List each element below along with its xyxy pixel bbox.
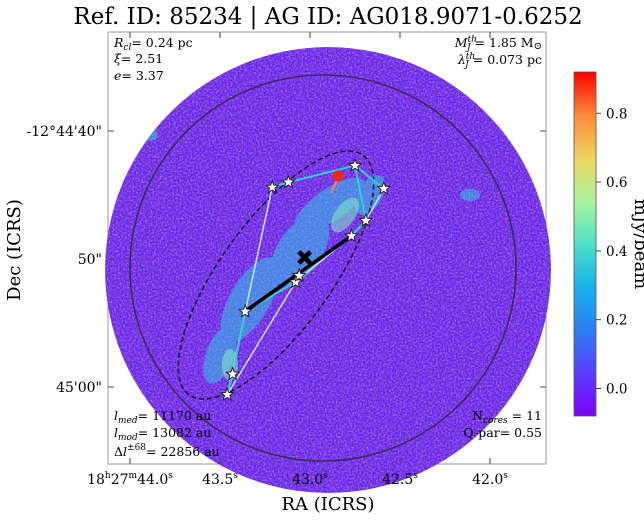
colorbar-tick-label: 0.4 (606, 244, 627, 260)
core-star (280, 174, 296, 189)
mst-edge (231, 311, 247, 375)
core-star (288, 274, 304, 289)
core-star (347, 157, 363, 172)
svg-text:ξ= 2.51: ξ= 2.51 (114, 51, 163, 66)
x-tick-label: 43.5s (202, 471, 238, 488)
svg-text:Rcl= 0.24 pc: Rcl= 0.24 pc (113, 35, 193, 53)
colorbar-tick-label: 0.2 (606, 313, 627, 329)
x-axis-ticks: 18h27m44.0s 43.5s 43.0s 42.5s 42.0s (87, 32, 508, 488)
svg-text:lmed= 11170 au: lmed= 11170 au (114, 408, 211, 426)
x-axis-label: RA (ICRS) (281, 494, 374, 515)
y-axis-label: Dec (ICRS) (4, 199, 25, 301)
colorbar-ticks: 0.0 0.2 0.4 0.6 0.8 (596, 106, 627, 397)
centroid-marker: ✖ (295, 247, 313, 272)
core-markers (219, 157, 392, 401)
emission-map (105, 47, 551, 493)
hull-edge (226, 281, 297, 396)
svg-text:Q-par= 0.55: Q-par= 0.55 (463, 425, 542, 440)
minimum-spanning-tree (226, 164, 385, 395)
y-axis-ticks: -12°44'40" 50" 45'00" (27, 124, 546, 396)
fit-ellipse (177, 150, 375, 400)
annotation-top-left: Rcl= 0.24 pc ξ= 2.51 e= 3.37 (113, 35, 193, 83)
core-star (237, 303, 253, 318)
y-tick-label: 45'00" (56, 380, 102, 396)
colorbar-tick-label: 0.0 (606, 381, 627, 397)
mst-edge (354, 164, 385, 190)
svg-text:e= 3.37: e= 3.37 (114, 68, 164, 83)
x-tick-label: 42.0s (472, 471, 508, 488)
annotation-top-right: Mth J = 1.85 M⊙ λth J = 0.073 pc (454, 35, 542, 70)
x-tick-label: 42.5s (382, 471, 418, 488)
core-star (376, 180, 392, 196)
x-tick-label: 43.0s (292, 471, 328, 488)
colorbar-label: mJy/beam (630, 199, 644, 290)
coverage-circle (129, 74, 517, 462)
y-tick-label: 50" (78, 252, 102, 268)
colorbar (573, 71, 597, 417)
y-tick-label: -12°44'40" (27, 124, 102, 140)
core-star (219, 386, 235, 401)
core-star (291, 267, 307, 283)
colorbar-tick-label: 0.6 (606, 175, 627, 191)
colorbar-tick-label: 0.8 (606, 106, 627, 122)
map-noise-blue (105, 47, 551, 493)
annotation-bottom-left: lmed= 11170 au lmod= 13082 au Δl±68= 228… (114, 408, 220, 459)
svg-text:lmod= 13082 au: lmod= 13082 au (114, 425, 211, 443)
core-star (225, 366, 241, 381)
peak-marker (330, 170, 344, 194)
mst-edge (288, 164, 356, 184)
chart-title: Ref. ID: 85234 | AG ID: AG018.9071-0.625… (73, 4, 582, 30)
core-star (264, 179, 280, 194)
core-star (343, 228, 359, 243)
mst-edge (354, 165, 367, 221)
x-tick-label: 18h27m44.0s (87, 471, 173, 488)
core-star (358, 212, 374, 228)
